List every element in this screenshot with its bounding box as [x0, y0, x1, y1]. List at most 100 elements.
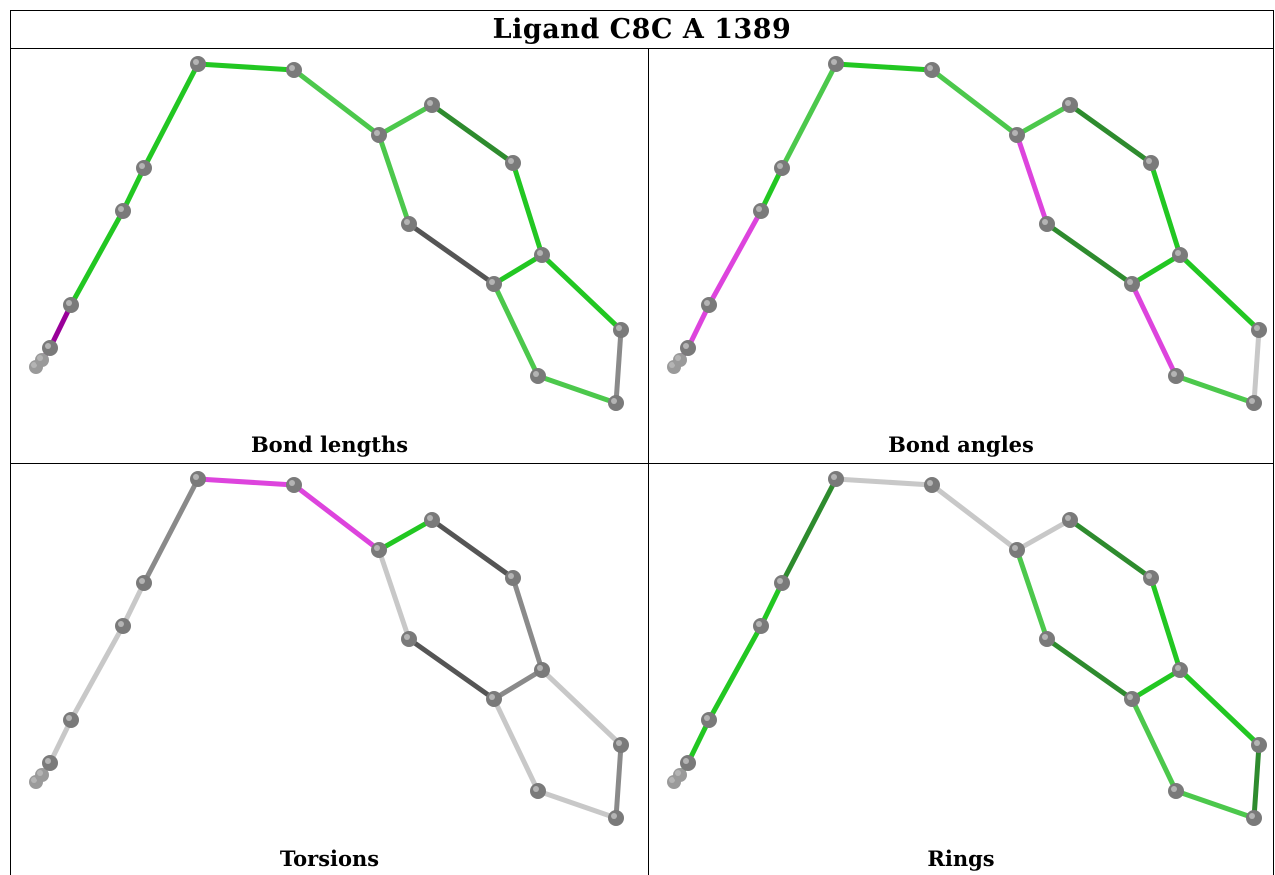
atom-highlight [118, 206, 124, 212]
bond [195, 476, 297, 488]
atom-highlight [611, 398, 617, 404]
atom-highlight [1175, 250, 1181, 256]
bond [291, 482, 382, 553]
atom-highlight [683, 343, 689, 349]
bond [833, 476, 935, 488]
bond [929, 67, 1020, 138]
atom-highlight [37, 770, 43, 776]
bond [376, 132, 412, 227]
bond [833, 61, 935, 73]
atom-highlight [508, 158, 514, 164]
rings-caption: Rings [927, 846, 995, 871]
bond [141, 476, 201, 586]
bond [1251, 742, 1262, 821]
atom-highlight [927, 480, 933, 486]
bond [1177, 252, 1262, 333]
atom-highlight [66, 300, 72, 306]
atom-highlight [1012, 130, 1018, 136]
atom-highlight [31, 362, 37, 368]
atom-highlight [1146, 158, 1152, 164]
atom-highlight [831, 474, 837, 480]
atom-highlight [404, 634, 410, 640]
bond [1067, 517, 1154, 581]
bond [1177, 667, 1262, 748]
bond [1067, 102, 1154, 166]
bond [613, 742, 624, 821]
atom-highlight [675, 355, 681, 361]
atom-highlight [777, 578, 783, 584]
atom-highlight [1127, 694, 1133, 700]
atom-highlight [1254, 325, 1260, 331]
atom-highlight [756, 206, 762, 212]
bond [429, 517, 516, 581]
atom-highlight [1171, 371, 1177, 377]
bond [1044, 636, 1135, 702]
bond [613, 327, 624, 406]
atom-highlight [1254, 740, 1260, 746]
bond-lengths-caption: Bond lengths [250, 432, 409, 457]
atom-highlight [31, 777, 37, 783]
atom-highlight [1127, 279, 1133, 285]
atom-highlight [669, 777, 675, 783]
bond [1129, 252, 1183, 287]
bond-angles-caption: Bond angles [888, 432, 1034, 457]
bond [1129, 696, 1179, 794]
atom-highlight [374, 545, 380, 551]
bond [1014, 547, 1050, 642]
bond [1129, 667, 1183, 702]
bond [1173, 373, 1257, 406]
atom-highlight [1065, 100, 1071, 106]
atom-highlight [1065, 515, 1071, 521]
bond [1044, 221, 1135, 287]
atom-highlight [1042, 219, 1048, 225]
bond [291, 67, 382, 138]
atom-highlight [927, 65, 933, 71]
atom-highlight [45, 758, 51, 764]
atom-highlight [616, 325, 622, 331]
bond [1129, 281, 1179, 379]
atom-highlight [1012, 545, 1018, 551]
bond [510, 575, 545, 673]
atom-highlight [193, 474, 199, 480]
column-divider [648, 48, 649, 875]
row-divider [10, 463, 1274, 464]
bond [1014, 102, 1073, 138]
atom-highlight [66, 715, 72, 721]
atom-highlight [193, 59, 199, 65]
atom-highlight [427, 515, 433, 521]
bond [535, 788, 619, 821]
bond [1148, 575, 1183, 673]
atom-highlight [1175, 665, 1181, 671]
atom-highlight [831, 59, 837, 65]
torsions-panel [29, 471, 629, 826]
atom-highlight [616, 740, 622, 746]
rings-panel [667, 471, 1267, 826]
bond [406, 636, 497, 702]
atom-highlight [1171, 786, 1177, 792]
bond [1014, 132, 1050, 227]
atom-highlight [289, 480, 295, 486]
atom-highlight [533, 786, 539, 792]
torsions-caption: Torsions [279, 846, 380, 871]
bond [429, 102, 516, 166]
bond [539, 667, 624, 748]
title-bottom-border [10, 48, 1274, 49]
table-title: Ligand C8C A 1389 [492, 14, 792, 45]
table-right-border [1273, 10, 1274, 875]
table-top-border [10, 10, 1274, 11]
bond [491, 252, 545, 287]
bond [195, 61, 297, 73]
atom-highlight [139, 163, 145, 169]
bond [376, 517, 435, 553]
atom-highlight [404, 219, 410, 225]
atom-highlight [489, 279, 495, 285]
atom-highlight [508, 573, 514, 579]
atom-highlight [704, 300, 710, 306]
atom-highlight [45, 343, 51, 349]
bond [510, 160, 545, 258]
atom-highlight [777, 163, 783, 169]
bond [406, 221, 497, 287]
bond [1173, 788, 1257, 821]
atom-highlight [139, 578, 145, 584]
